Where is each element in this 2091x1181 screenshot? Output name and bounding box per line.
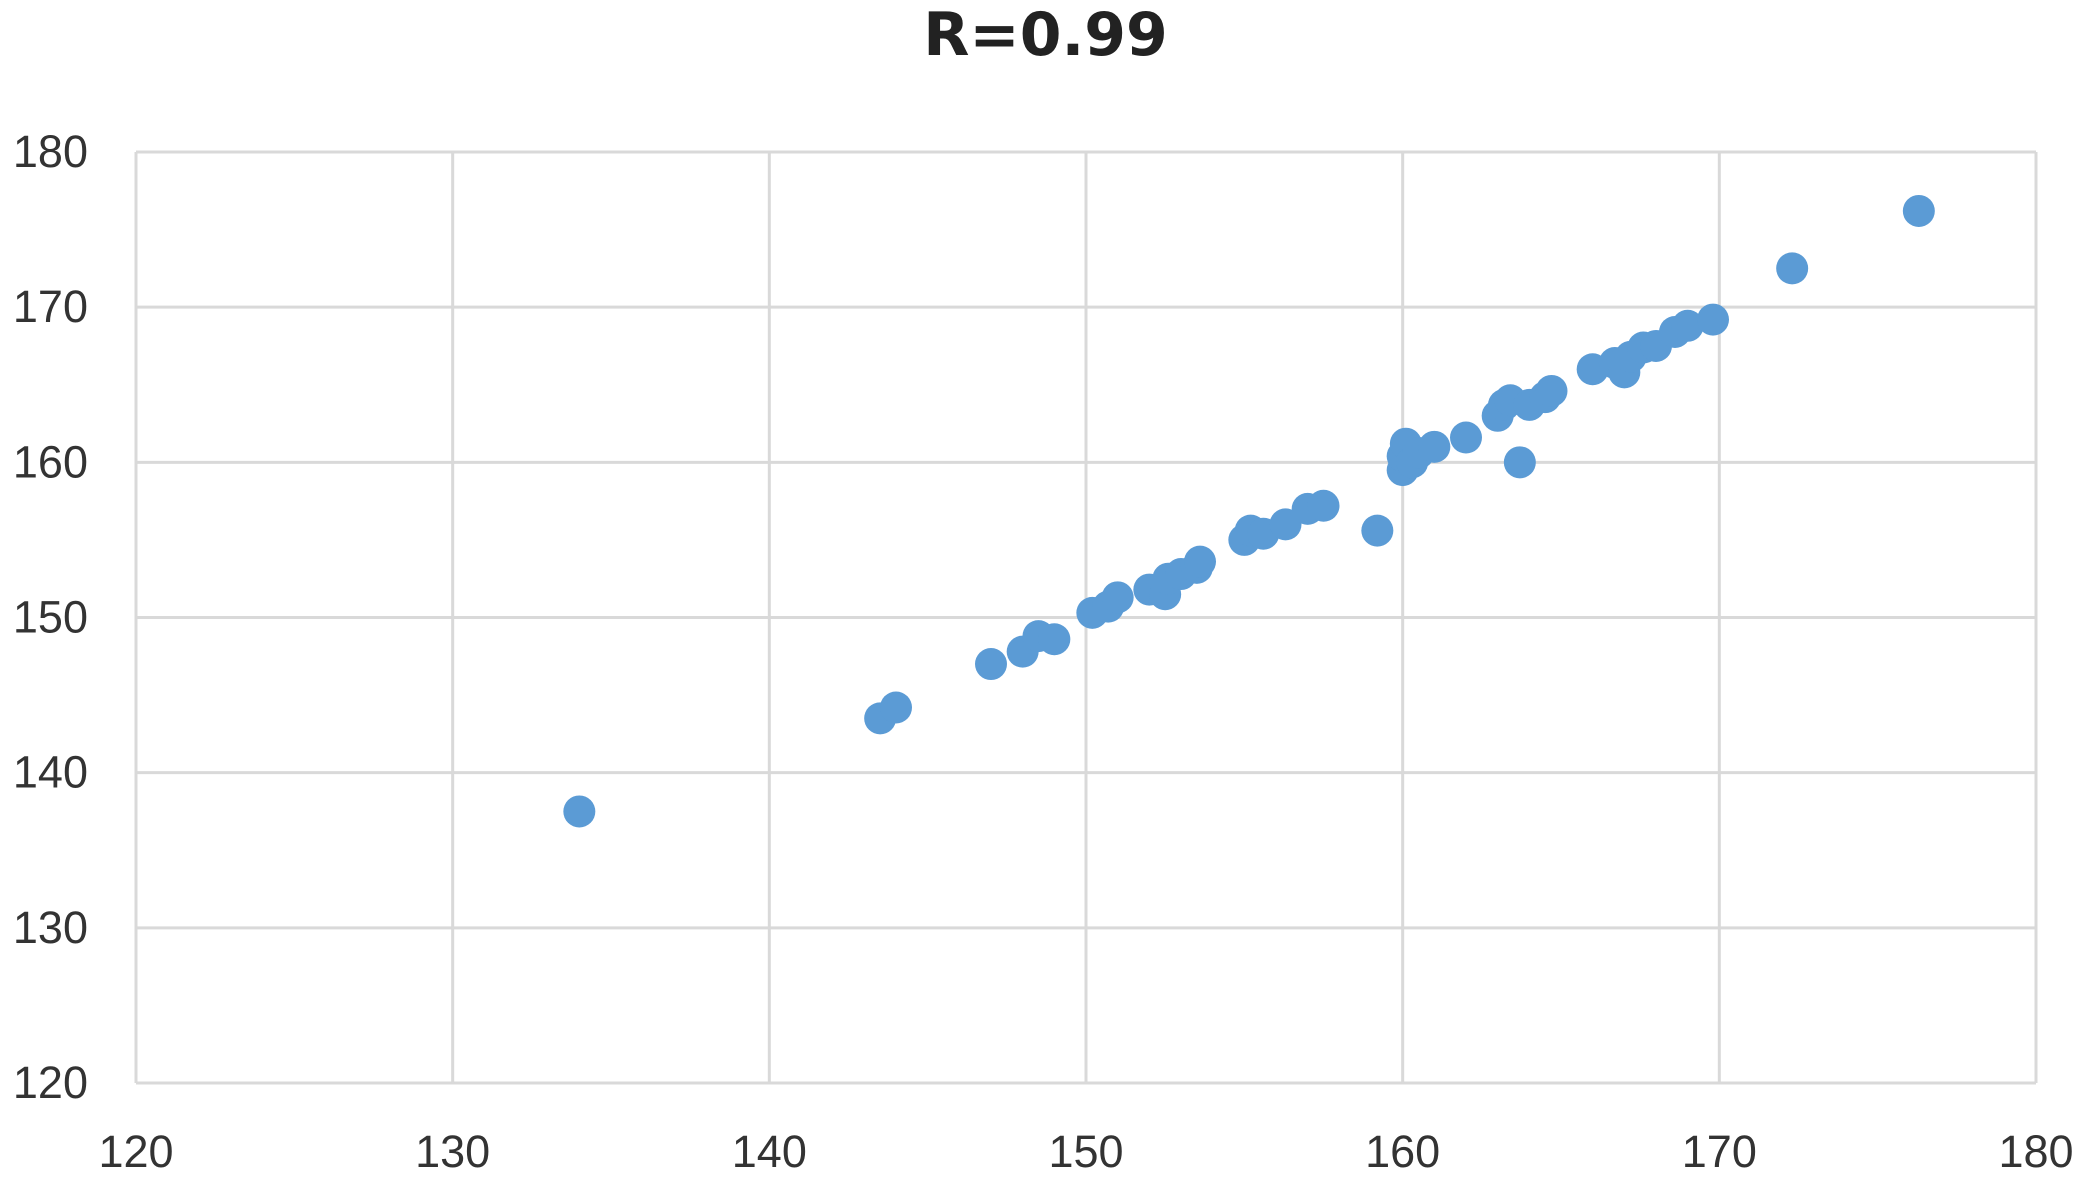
data-point: [1038, 623, 1071, 656]
y-tick-label: 120: [13, 1057, 88, 1108]
data-point: [880, 691, 912, 724]
data-point: [1361, 514, 1394, 547]
data-point: [1776, 252, 1809, 285]
data-point: [1535, 374, 1568, 407]
data-point: [1697, 303, 1729, 336]
data-point: [1269, 508, 1302, 541]
y-tick-label: 130: [13, 902, 88, 953]
data-point: [1671, 309, 1704, 342]
data-point: [1184, 545, 1216, 578]
data-point: [1503, 446, 1536, 479]
x-tick-label: 140: [732, 1126, 807, 1177]
data-point: [1307, 489, 1340, 522]
data-point: [1450, 421, 1482, 454]
data-point: [1902, 194, 1935, 227]
x-tick-label: 120: [98, 1126, 173, 1177]
x-axis-tick-labels: 120 130 140 150 160 170 180: [98, 1126, 2073, 1177]
data-point: [1418, 430, 1451, 463]
y-tick-label: 140: [13, 747, 88, 798]
x-tick-label: 170: [1682, 1126, 1757, 1177]
x-tick-label: 130: [415, 1126, 490, 1177]
y-tick-label: 180: [13, 126, 88, 177]
chart-title: R=0.99: [923, 0, 1168, 70]
data-points: [563, 194, 1935, 828]
x-tick-label: 160: [1365, 1126, 1440, 1177]
data-point: [1101, 581, 1134, 614]
y-axis-tick-labels: 120 130 140 150 160 170 180: [13, 126, 88, 1108]
x-tick-label: 180: [1998, 1126, 2073, 1177]
data-point: [975, 648, 1007, 681]
y-tick-label: 160: [13, 436, 88, 487]
x-tick-label: 150: [1048, 1126, 1123, 1177]
data-point: [563, 795, 596, 828]
y-tick-label: 170: [13, 281, 88, 332]
y-tick-label: 150: [13, 592, 88, 643]
